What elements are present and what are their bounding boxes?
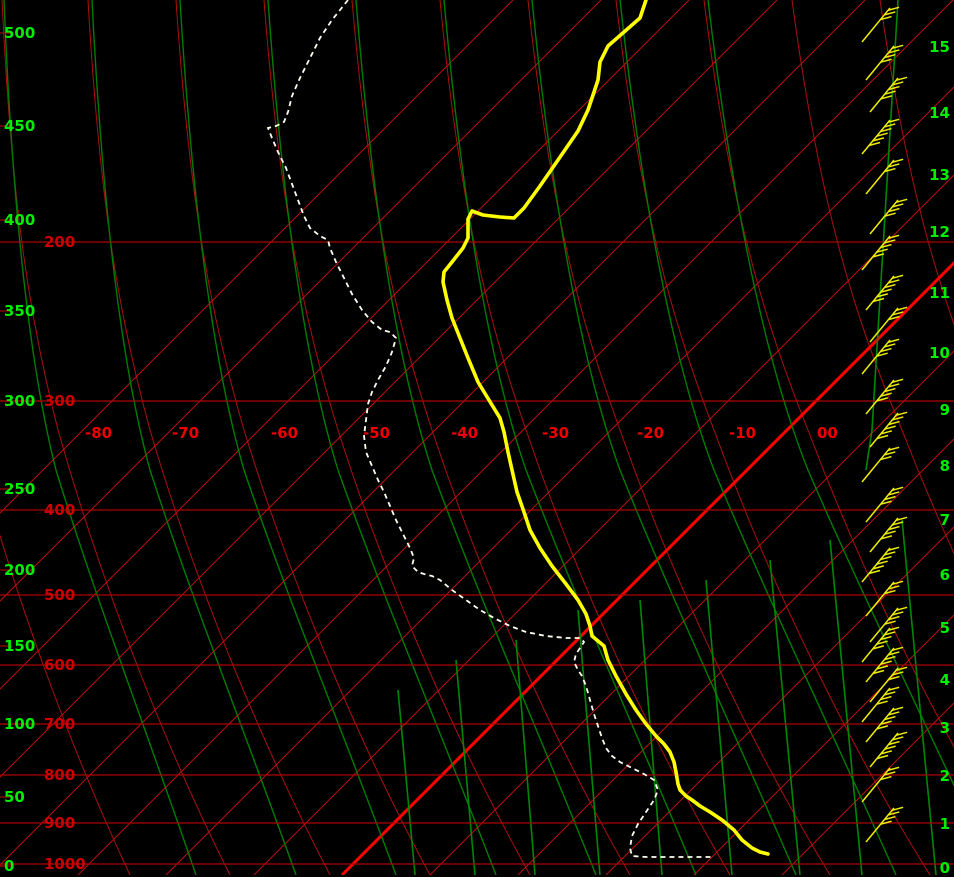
temperature-label: -50 <box>363 424 391 442</box>
wind-barb <box>861 546 900 583</box>
pressure-label: 700 <box>44 715 76 733</box>
wind-barb <box>869 731 908 768</box>
left-altitude-label: 50 <box>4 788 25 806</box>
right-altitude-label: 13 <box>929 166 950 184</box>
right-altitude-label: 9 <box>939 401 950 419</box>
wind-barb <box>865 706 904 743</box>
pressure-label: 600 <box>44 656 76 674</box>
wind-barb <box>861 338 900 375</box>
left-altitude-label: 300 <box>4 392 36 410</box>
wind-barb <box>865 274 904 311</box>
wind-barb <box>865 44 904 81</box>
left-altitude-label: 450 <box>4 117 36 135</box>
wind-barb <box>861 686 900 723</box>
wind-barb <box>861 6 900 43</box>
left-altitude-label: 350 <box>4 302 36 320</box>
pressure-label: 200 <box>44 233 76 251</box>
temperature-label: -10 <box>729 424 757 442</box>
right-altitude-label: 11 <box>929 284 950 302</box>
right-altitude-label: 7 <box>939 511 950 529</box>
wind-barb <box>869 411 908 448</box>
right-altitude-label: 4 <box>939 671 950 689</box>
right-altitude-label: 0 <box>939 859 950 877</box>
moist-adiabat-lines <box>3 0 954 875</box>
right-altitude-label: 3 <box>939 719 950 737</box>
right-altitude-label: 1 <box>939 815 950 833</box>
left-altitude-label: 200 <box>4 561 36 579</box>
left-altitude-label: 400 <box>4 211 36 229</box>
wind-barb <box>865 580 904 617</box>
zero-degree-isotherm <box>340 260 954 875</box>
isobar-lines <box>0 241 954 865</box>
temperature-label: -30 <box>542 424 570 442</box>
temperature-label: 00 <box>817 424 838 442</box>
wind-barb <box>869 606 908 643</box>
right-altitude-label: 12 <box>929 223 950 241</box>
wind-barb <box>861 626 900 663</box>
pressure-label: 800 <box>44 766 76 784</box>
wind-barb <box>865 158 904 195</box>
temperature-label: -70 <box>172 424 200 442</box>
wind-barb <box>861 118 900 155</box>
pressure-label: 500 <box>44 586 76 604</box>
wind-barb <box>869 76 908 113</box>
left-altitude-label: 0 <box>4 857 15 875</box>
right-altitude-label: 6 <box>939 566 950 584</box>
wind-barb <box>861 766 900 803</box>
altitude-tick-marks <box>0 32 12 867</box>
left-altitude-label: 250 <box>4 480 36 498</box>
left-altitude-label: 150 <box>4 637 36 655</box>
pressure-label: 900 <box>44 814 76 832</box>
right-altitude-label: 5 <box>939 619 950 637</box>
right-altitude-label: 14 <box>929 104 950 122</box>
wind-barb <box>861 234 900 271</box>
wind-barb <box>869 516 908 553</box>
left-altitude-label: 500 <box>4 24 36 42</box>
right-altitude-label: 15 <box>929 38 950 56</box>
left-altitude-label: 100 <box>4 715 36 733</box>
wind-barb <box>865 646 904 683</box>
right-altitude-label: 2 <box>939 767 950 785</box>
right-altitude-label: 10 <box>929 344 950 362</box>
right-altitude-label: 8 <box>939 457 950 475</box>
wind-barb <box>865 486 904 523</box>
temperature-label: -20 <box>637 424 665 442</box>
wind-barb <box>861 446 900 483</box>
temperature-label: -60 <box>271 424 299 442</box>
temperature-label: -80 <box>85 424 113 442</box>
wind-barb <box>865 806 904 843</box>
pressure-label: 400 <box>44 501 76 519</box>
pressure-label: 300 <box>44 392 76 410</box>
wind-barb <box>869 666 908 703</box>
temperature-curve <box>441 0 770 856</box>
wind-barb-column <box>861 6 908 843</box>
wind-barb <box>865 378 904 415</box>
temperature-label: -40 <box>451 424 479 442</box>
wind-barb <box>869 198 908 235</box>
wind-barb <box>869 306 908 343</box>
pressure-label: 1000 <box>44 855 86 873</box>
